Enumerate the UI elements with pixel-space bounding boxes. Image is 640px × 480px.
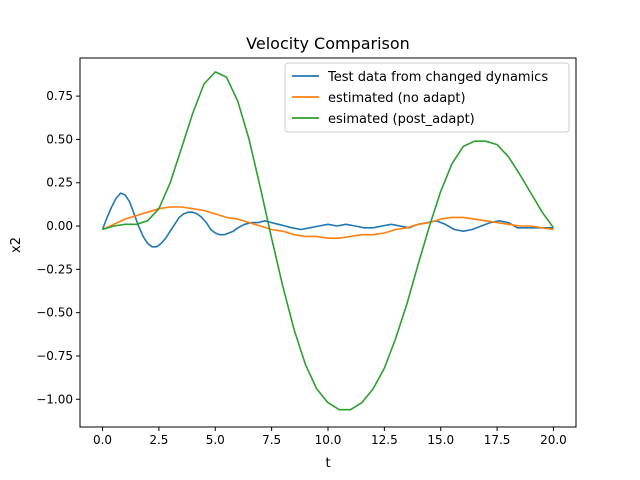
y-tick-label: −0.75: [36, 349, 73, 363]
y-tick-label: −0.25: [36, 262, 73, 276]
x-tick-label: 20.0: [540, 433, 567, 447]
x-tick-label: 0.0: [93, 433, 112, 447]
y-axis-label: x2: [9, 237, 24, 253]
legend-label-1: estimated (no adapt): [328, 91, 466, 106]
y-tick-label: 0.50: [46, 132, 73, 146]
y-tick-label: −1.00: [36, 392, 73, 406]
series-line-2: [102, 71, 555, 411]
x-tick-label: 10.0: [315, 433, 342, 447]
x-tick-label: 15.0: [427, 433, 454, 447]
legend-label-0: Test data from changed dynamics: [327, 70, 548, 85]
x-tick-label: 7.5: [262, 433, 281, 447]
y-tick-label: 0.75: [46, 89, 73, 103]
y-axis-ticks: 0.75 0.50 0.25 0.00 −0.25 −0.50 −0.75 −1.00: [36, 89, 80, 406]
plot-area: [79, 57, 577, 428]
legend-box: [284, 62, 570, 133]
series-line-0: [101, 192, 554, 248]
x-axis-label: t: [325, 456, 330, 471]
y-tick-label: 0.00: [46, 219, 73, 233]
series-line-1: [102, 206, 554, 239]
x-tick-label: 17.5: [484, 433, 511, 447]
x-tick-label: 5.0: [206, 433, 225, 447]
chart-title: Velocity Comparison: [246, 34, 410, 53]
x-tick-label: 2.5: [149, 433, 168, 447]
legend: Test data from changed dynamics estimated…: [284, 62, 570, 133]
y-tick-label: −0.50: [36, 306, 73, 320]
x-axis-ticks: 0.0 2.5 5.0 7.5 10.0 12.5 15.0 17.5 20.0: [93, 427, 567, 447]
legend-label-2: esimated (post_adapt): [328, 112, 475, 127]
y-tick-label: 0.25: [46, 176, 73, 190]
x-tick-label: 12.5: [371, 433, 398, 447]
